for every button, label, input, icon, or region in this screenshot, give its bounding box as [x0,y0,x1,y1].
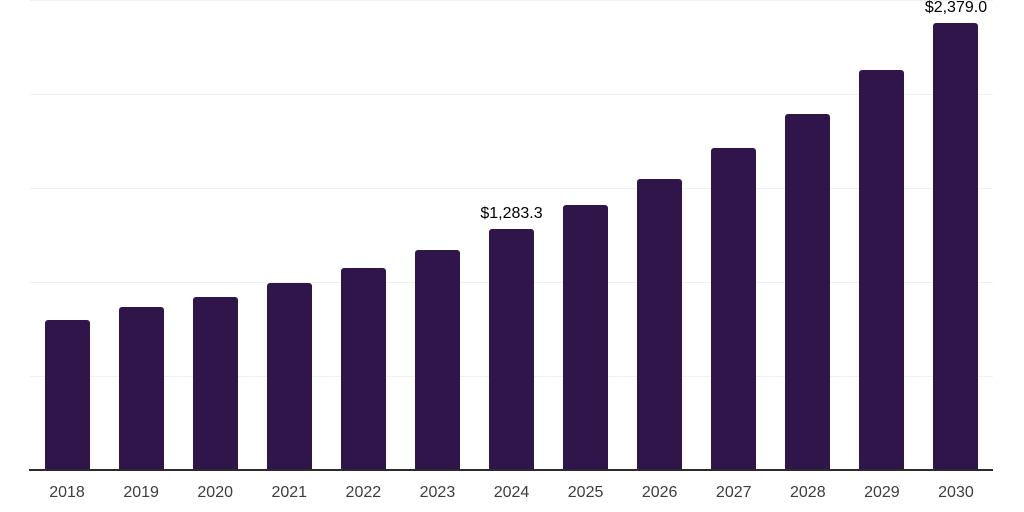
bar-value-label-2024: $1,283.3 [480,204,543,222]
x-axis-labels: 2018 2019 2020 2021 2022 2023 2024 2025 2026 2027… [30,485,993,505]
bar-2027 [711,147,757,470]
x-axis-label-2028: 2028 [790,484,826,501]
x-axis-label-2023: 2023 [419,484,456,501]
bar-2018 [44,319,90,470]
x-axis-line [29,469,993,471]
bar-2026 [637,178,683,470]
x-axis-label-2027: 2027 [715,484,752,501]
x-axis-label-2018: 2018 [49,484,85,501]
bar-2020 [192,297,238,470]
bar-2021 [266,282,312,470]
bar-value-label-2030: $2,379.0 [924,0,988,16]
bar-2022 [340,268,386,470]
x-axis-label-2026: 2026 [641,484,678,501]
x-axis-label-2029: 2029 [864,484,900,501]
gridline-2500 [30,0,993,1]
x-axis-label-2024: 2024 [493,484,530,501]
bar-2025 [563,204,609,470]
bar-2019 [118,307,164,470]
bar-2023 [414,250,460,470]
x-axis-label-2030: 2030 [938,484,974,501]
gridline-2000 [30,94,993,95]
x-axis-label-2025: 2025 [567,484,604,501]
bar-2024 [489,228,534,470]
x-axis-label-2021: 2021 [271,484,308,501]
x-axis-label-2022: 2022 [345,484,382,501]
bar-2028 [785,113,831,470]
gridline-1500 [30,188,993,189]
bar-2030 [933,22,979,470]
x-axis-label-2019: 2019 [123,484,159,501]
plot-area: $1,283.3 $2,379.0 [30,0,993,470]
x-axis-label-2020: 2020 [197,484,233,501]
bar-2029 [859,69,905,470]
